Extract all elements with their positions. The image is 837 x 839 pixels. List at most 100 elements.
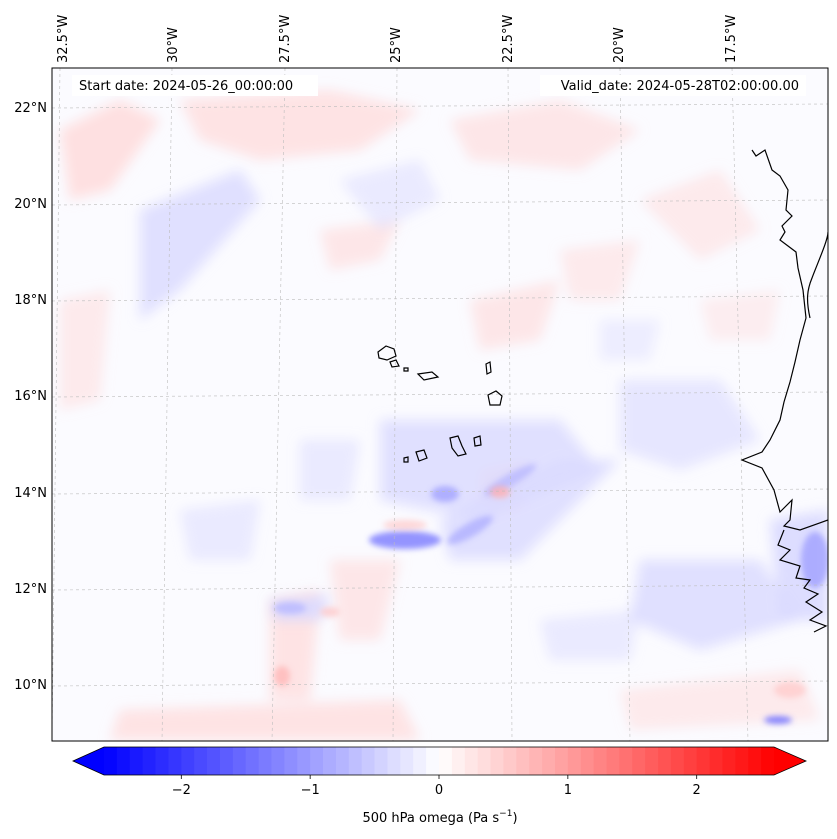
colorbar-cell [323, 747, 337, 775]
lat-label-10n: 10°N [14, 678, 47, 693]
colorbar-cell [696, 747, 710, 775]
colorbar-ticks: −2 −1 0 1 2 [172, 775, 701, 798]
island-santiago [449, 435, 467, 457]
colorbar-cell [232, 747, 247, 775]
lat-label-22n: 22°N [14, 101, 47, 116]
colorbar-cell [645, 747, 659, 775]
start-date-box [72, 75, 318, 96]
colorbar-cell [348, 747, 363, 775]
colorbar-tick-label: 0 [435, 783, 443, 798]
colorbar-cell [181, 747, 195, 775]
colorbar-cell [632, 747, 646, 775]
colorbar-cell [580, 747, 595, 775]
colorbar-cell [219, 747, 234, 775]
colorbar-tick-label: −1 [301, 783, 320, 798]
gridlines [52, 68, 828, 741]
colorbar-tick-label: 1 [564, 783, 572, 798]
island-sao-nicolau [416, 371, 440, 381]
colorbar-cell [619, 747, 633, 775]
colorbar-cell [361, 747, 375, 775]
colorbar-label: 500 hPa omega (Pa s−1) [362, 809, 517, 826]
lat-label-12n: 12°N [14, 582, 47, 597]
island-santo-antao [377, 345, 397, 361]
lat-label-20n: 20°N [14, 197, 47, 212]
lat-label-14n: 14°N [14, 486, 47, 501]
africa-coastline [740, 149, 828, 633]
lon-label-32-5w: 32.5°W [56, 15, 71, 63]
colorbar-tick-label: −2 [172, 783, 191, 798]
colorbar-cell [735, 747, 749, 775]
map-frame [51, 67, 829, 742]
colorbar-cell [709, 747, 723, 775]
island-sao-vicente [389, 359, 400, 368]
colorbar-cell [284, 747, 298, 775]
colorbar-cell [104, 747, 118, 775]
colorbar-cell [490, 747, 504, 775]
lon-label-27-5w: 27.5°W [278, 15, 293, 63]
colorbar-cell [451, 747, 466, 775]
colorbar-cell [503, 747, 517, 775]
colorbar-cell [722, 747, 736, 775]
colorbar-extend-max [774, 747, 806, 775]
colorbar-cell [554, 747, 569, 775]
colorbar-cell [542, 747, 556, 775]
colorbar-cell [129, 747, 144, 775]
lon-label-20w: 20°W [612, 27, 627, 63]
valid-date-box [540, 75, 806, 96]
colorbar-cell [297, 747, 311, 775]
start-date-label: Start date: 2024-05-26_00:00:00 [79, 79, 293, 94]
colorbar-cell [258, 747, 272, 775]
colorbar-outline [72, 746, 807, 776]
colorbar-cell [593, 747, 607, 775]
valid-date-label: Valid_date: 2024-05-28T02:00:00.00 [561, 79, 799, 94]
island-brava [403, 456, 409, 463]
island-boa-vista [487, 390, 503, 406]
colorbar-cell [116, 747, 131, 775]
island-sal [485, 361, 492, 375]
colorbar-cell [335, 747, 350, 775]
colorbar-cell [374, 747, 388, 775]
lon-label-17-5w: 17.5°W [724, 15, 739, 63]
map-panel: Start date: 2024-05-26_00:00:00 Valid_da… [51, 67, 829, 742]
lon-label-25w: 25°W [389, 27, 404, 63]
colorbar-cell [529, 747, 543, 775]
colorbar-cells [73, 747, 806, 775]
colorbar-cell [310, 747, 324, 775]
lat-label-18n: 18°N [14, 293, 47, 308]
colorbar-cell [413, 747, 427, 775]
omega-strong-positive-cores [274, 486, 806, 698]
colorbar-cell [683, 747, 698, 775]
latitude-labels: 22°N 20°N 18°N 16°N 14°N 12°N 10°N [14, 101, 47, 693]
lat-label-16n: 16°N [14, 389, 47, 404]
colorbar-cell [567, 747, 582, 775]
colorbar-extend-min [73, 747, 104, 775]
colorbar-cell [271, 747, 285, 775]
colorbar-cell [207, 747, 221, 775]
colorbar-cell [670, 747, 685, 775]
colorbar-tick-label: 2 [693, 783, 701, 798]
island-maio [473, 435, 482, 447]
island-santa-luzia [403, 367, 409, 372]
lon-label-22-5w: 22.5°W [501, 15, 516, 63]
colorbar-cell [658, 747, 672, 775]
island-fogo [415, 449, 428, 462]
coastlines [740, 149, 828, 633]
colorbar-cell [245, 747, 260, 775]
islands [377, 345, 503, 463]
colorbar-cell [606, 747, 620, 775]
colorbar-cell [439, 747, 453, 775]
colorbar-cell [426, 747, 440, 775]
colorbar-cell [400, 747, 414, 775]
colorbar-cell [477, 747, 491, 775]
longitude-labels: 32.5°W 30°W 27.5°W 25°W 22.5°W 20°W 17.5… [56, 15, 739, 63]
colorbar: −2 −1 0 1 2 500 hPa omega (Pa s−1) [72, 746, 807, 826]
colorbar-cell [761, 747, 775, 775]
colorbar-cell [387, 747, 401, 775]
colorbar-cell [168, 747, 182, 775]
colorbar-cell [194, 747, 208, 775]
colorbar-cell [748, 747, 762, 775]
colorbar-cell [516, 747, 530, 775]
colorbar-cell [155, 747, 169, 775]
colorbar-cell [142, 747, 156, 775]
